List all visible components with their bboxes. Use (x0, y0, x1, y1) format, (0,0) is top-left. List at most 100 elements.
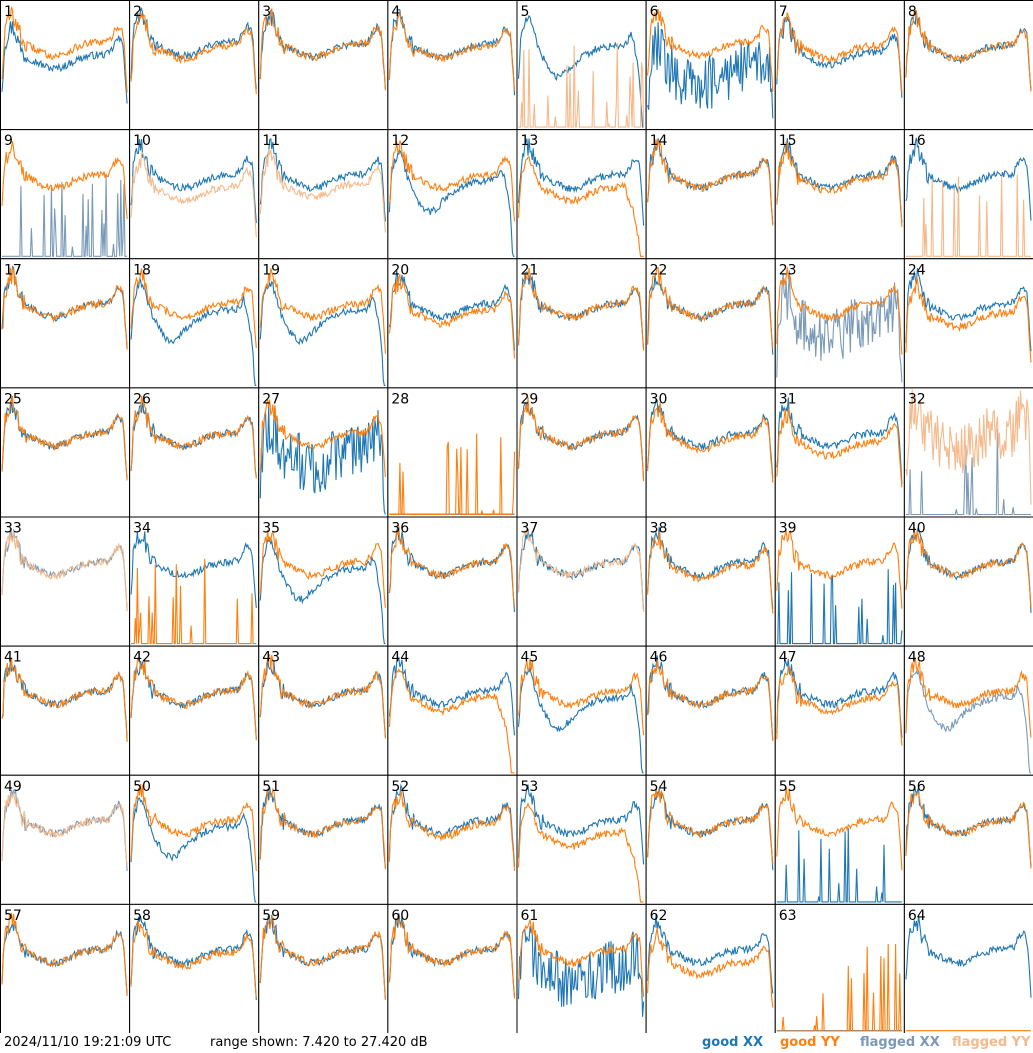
panel-64: 64 (903, 903, 1033, 1033)
panel-46: 46 (645, 645, 776, 776)
panel-frame (645, 645, 776, 776)
panel-frame (129, 903, 260, 1033)
series-good-yy (1, 396, 128, 481)
series-good-yy (647, 531, 774, 614)
series-good-yy (647, 927, 774, 1008)
series-good-yy (647, 402, 774, 483)
panel-label: 27 (262, 391, 280, 407)
panel-25: 25 (0, 387, 131, 518)
series-good-xx (259, 405, 386, 515)
panel-16: 16 (903, 129, 1033, 260)
panel-label: 8 (908, 4, 917, 20)
panel-label: 64 (908, 908, 926, 924)
panel-label: 4 (391, 4, 400, 20)
series-good-xx (647, 914, 774, 994)
panel-label: 9 (4, 133, 13, 149)
panel-29: 29 (516, 387, 647, 518)
panel-label: 60 (391, 908, 409, 924)
panel-label: 24 (908, 262, 926, 278)
panel-label: 7 (779, 4, 788, 20)
series-good-xx (130, 278, 257, 386)
panel-frame (258, 0, 389, 131)
panel-frame (516, 516, 647, 647)
panel-label: 15 (779, 133, 797, 149)
series-good-yy (1, 6, 128, 93)
timestamp: 2024/11/10 19:21:09 UTC (4, 1035, 172, 1050)
panel-frame (129, 258, 260, 389)
panel-36: 36 (387, 516, 518, 647)
panel-label: 43 (262, 650, 280, 666)
panel-label: 46 (650, 650, 668, 666)
panel-48: 48 (903, 645, 1033, 776)
panel-42: 42 (129, 645, 260, 776)
panel-3: 3 (258, 0, 389, 131)
series-good-yy (647, 788, 774, 865)
panel-label: 36 (391, 521, 409, 537)
panel-label: 62 (650, 908, 668, 924)
panel-21: 21 (516, 258, 647, 389)
panel-frame (516, 0, 647, 131)
series-good-xx (259, 280, 386, 386)
series-good-xx (517, 666, 644, 774)
panel-label: 29 (521, 391, 539, 407)
panel-label: 35 (262, 521, 280, 537)
series-good-yy (130, 783, 257, 872)
panel-label: 47 (779, 650, 797, 666)
panel-55: 55 (774, 774, 905, 905)
panel-label: 37 (521, 521, 539, 537)
panel-label: 48 (908, 650, 926, 666)
panel-label: 17 (4, 262, 22, 278)
panel-label: 58 (133, 908, 151, 924)
panel-17: 17 (0, 258, 131, 389)
legend-flagged-yy: flagged YY (952, 1035, 1031, 1050)
series-good-yy (905, 276, 1032, 363)
series-good-xx (388, 149, 515, 257)
panel-label: 12 (391, 133, 409, 149)
panel-frame (903, 0, 1033, 131)
panel-frame (516, 258, 647, 389)
series-good-xx (776, 397, 903, 484)
panel-6: 6 (645, 0, 776, 131)
panel-51: 51 (258, 774, 389, 905)
panel-label: 22 (650, 262, 668, 278)
series-good-yy (776, 943, 902, 1032)
series-good-xx (130, 531, 257, 608)
panel-63: 63 (774, 903, 905, 1033)
panel-frame (258, 774, 389, 905)
series-good-xx (517, 138, 645, 226)
series-good-yy (776, 12, 903, 94)
panel-frame (387, 0, 518, 131)
panel-7: 7 (774, 0, 905, 131)
panel-32: 32 (903, 387, 1033, 518)
panel-38: 38 (645, 516, 776, 647)
panel-50: 50 (129, 774, 260, 905)
panel-label: 50 (133, 779, 151, 795)
series-good-yy (647, 9, 774, 92)
series-flagged-yy (905, 174, 1031, 257)
series-flagged-yy (1, 792, 128, 866)
panel-label: 28 (391, 391, 409, 407)
series-flagged-xx (905, 669, 1031, 774)
panel-19: 19 (258, 258, 389, 389)
series-good-xx (776, 16, 903, 98)
panel-45: 45 (516, 645, 647, 776)
series-good-yy (1, 267, 128, 350)
panel-label: 44 (391, 650, 409, 666)
panel-frame (516, 387, 647, 518)
panel-frame (129, 129, 260, 260)
series-good-yy (389, 433, 516, 516)
panel-8: 8 (903, 0, 1033, 131)
panel-label: 6 (650, 4, 659, 20)
series-good-xx (905, 137, 1032, 221)
panel-label: 41 (4, 650, 22, 666)
panel-53: 53 (516, 774, 647, 905)
panel-57: 57 (0, 903, 131, 1033)
panel-label: 1 (4, 4, 13, 20)
panel-40: 40 (903, 516, 1033, 647)
series-good-yy (517, 156, 644, 257)
panel-label: 16 (908, 133, 926, 149)
series-good-yy (776, 408, 903, 488)
series-good-xx (259, 539, 386, 645)
panel-39: 39 (774, 516, 905, 647)
